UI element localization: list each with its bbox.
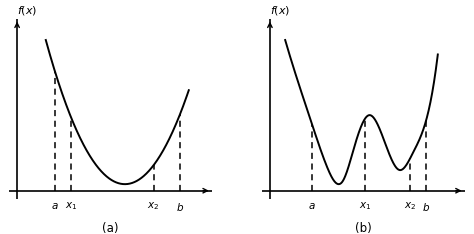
Text: (b): (b)	[355, 222, 372, 234]
Text: $a$: $a$	[52, 201, 59, 211]
Text: $b$: $b$	[176, 201, 184, 212]
Text: $a$: $a$	[308, 201, 316, 211]
Text: $f(x)$: $f(x)$	[17, 4, 37, 17]
Text: $b$: $b$	[422, 201, 430, 212]
Text: $x_1$: $x_1$	[65, 201, 78, 212]
Text: $x_2$: $x_2$	[147, 201, 160, 212]
Text: (a): (a)	[102, 222, 119, 234]
Text: $f(x)$: $f(x)$	[270, 4, 290, 17]
Text: $x_1$: $x_1$	[359, 201, 372, 212]
Text: $x_2$: $x_2$	[404, 201, 416, 212]
